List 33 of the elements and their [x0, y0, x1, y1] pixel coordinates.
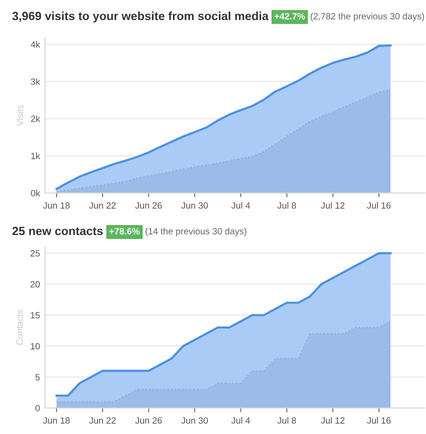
x-tick-label: Jul 16 — [367, 202, 391, 209]
x-tick-label: Jul 8 — [277, 417, 296, 424]
x-tick-label: Jun 18 — [43, 202, 70, 209]
y-tick-label: 0k — [30, 190, 40, 196]
x-tick-label: Jun 26 — [135, 202, 162, 209]
x-tick-label: Jun 18 — [43, 417, 70, 424]
y-tick-label: 4k — [30, 41, 40, 48]
x-tick-label: Jul 4 — [231, 417, 250, 424]
y-tick-label: 25 — [30, 250, 40, 257]
y-tick-label: 0 — [35, 404, 40, 412]
text: +42.7% — [274, 13, 305, 20]
x-tick-label: Jun 30 — [181, 202, 208, 209]
y-tick-label: 5 — [35, 374, 40, 380]
y-tick-label: 2k — [31, 115, 40, 122]
y-tick-label: 3k — [30, 78, 40, 85]
chart-subtitle: (14 the previous 30 days) — [146, 228, 246, 236]
chart-subtitle: (2,782 the previous 30 days) — [310, 12, 424, 22]
x-tick-label: Jul 16 — [367, 417, 391, 424]
x-tick-label: Jun 30 — [181, 417, 208, 424]
chart-title: 25 new contacts — [12, 226, 103, 236]
x-tick-label: Jul 4 — [231, 202, 250, 209]
text: +78.6% — [109, 228, 140, 234]
x-tick-label: Jul 12 — [320, 417, 344, 424]
y-tick-label: 1k — [31, 152, 40, 160]
y-tick-label: 15 — [30, 312, 40, 318]
x-tick-label: Jul 8 — [277, 202, 296, 209]
x-tick-label: Jun 22 — [89, 202, 116, 209]
x-tick-label: Jul 12 — [320, 202, 344, 209]
chart-title: 3,969 visits to your website from social media — [12, 12, 269, 22]
y-tick-label: 10 — [30, 343, 40, 350]
x-tick-label: Jun 22 — [89, 417, 116, 424]
y-tick-label: 20 — [30, 281, 40, 288]
x-tick-label: Jun 26 — [135, 417, 162, 424]
